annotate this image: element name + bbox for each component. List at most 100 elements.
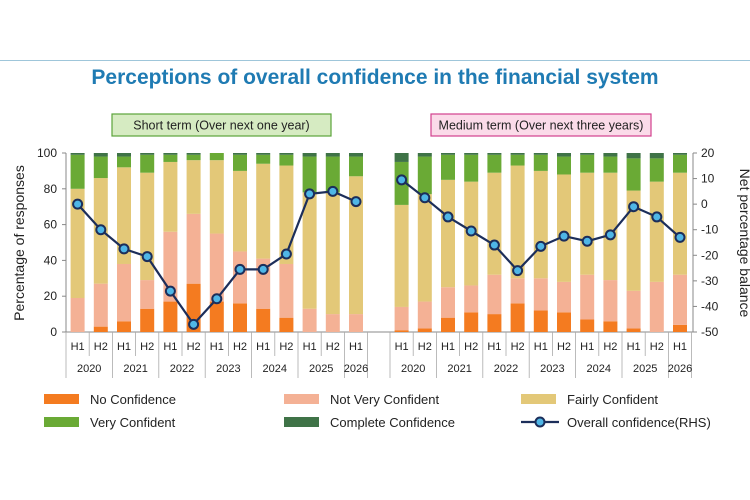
overall-confidence-point	[488, 239, 500, 251]
bar-complete-confidence	[140, 153, 155, 155]
overall-confidence-point	[234, 263, 246, 275]
bar-very-confident	[417, 156, 432, 195]
bar-fairly-confident	[233, 170, 247, 252]
half-label: H1	[163, 341, 177, 353]
bar-no-confidence	[256, 308, 271, 332]
bar-no-confidence	[510, 303, 525, 332]
year-label: 2022	[494, 363, 518, 375]
bar-not-very-confident	[302, 308, 317, 332]
bar-not-very-confident	[186, 213, 201, 284]
year-label: 2022	[170, 363, 194, 375]
bar-complete-confidence	[580, 153, 595, 155]
bar-complete-confidence	[417, 153, 432, 157]
half-label: H1	[487, 341, 501, 353]
bar-no-confidence	[580, 319, 595, 332]
bar-not-very-confident	[441, 287, 455, 318]
overall-confidence-point	[512, 265, 524, 277]
bar-complete-confidence	[464, 153, 479, 155]
bar-complete-confidence	[394, 153, 409, 162]
right-tick-label: 10	[701, 172, 715, 186]
overall-confidence-point	[304, 188, 316, 200]
bar-very-confident	[557, 156, 571, 175]
left-tick-label: 40	[44, 253, 58, 267]
year-label: 2024	[263, 363, 287, 375]
overall-confidence-point	[419, 192, 431, 204]
bar-fairly-confident	[302, 192, 317, 309]
bar-very-confident	[533, 154, 548, 171]
bar-no-confidence	[441, 317, 455, 332]
half-label: H1	[349, 341, 363, 353]
year-label: 2025	[309, 363, 333, 375]
bar-not-very-confident	[487, 274, 502, 315]
bar-not-very-confident	[117, 263, 131, 322]
bar-no-confidence	[117, 321, 131, 332]
bar-not-very-confident	[209, 233, 224, 302]
legend-swatch-not-very-confident	[284, 394, 319, 404]
bar-complete-confidence	[533, 153, 548, 155]
overall-confidence-point	[257, 263, 269, 275]
bar-no-confidence	[209, 301, 224, 332]
half-label: H2	[464, 341, 478, 353]
overall-confidence-point	[604, 229, 616, 241]
bar-no-confidence	[673, 324, 687, 332]
half-label: H2	[603, 341, 617, 353]
right-tick-label: -30	[701, 274, 719, 288]
bar-very-confident	[464, 154, 479, 182]
overall-confidence-point	[327, 185, 339, 197]
half-label: H1	[210, 341, 224, 353]
half-label: H1	[117, 341, 131, 353]
bar-no-confidence	[464, 312, 479, 332]
bar-fairly-confident	[117, 167, 131, 264]
bar-fairly-confident	[673, 172, 687, 275]
bar-no-confidence	[626, 328, 641, 332]
bar-very-confident	[603, 156, 618, 173]
bar-very-confident	[510, 154, 525, 166]
bar-complete-confidence	[256, 153, 271, 155]
half-label: H2	[187, 341, 201, 353]
bar-not-very-confident	[325, 314, 340, 332]
bar-fairly-confident	[649, 181, 664, 282]
right-tick-label: 20	[701, 146, 715, 160]
bar-not-very-confident	[464, 285, 479, 313]
bar-very-confident	[70, 154, 85, 189]
bar-complete-confidence	[233, 153, 247, 155]
legend-swatch-marker	[534, 416, 546, 428]
half-label: H2	[326, 341, 340, 353]
bar-fairly-confident	[70, 188, 85, 298]
half-label: H1	[256, 341, 270, 353]
bar-complete-confidence	[557, 153, 571, 157]
overall-confidence-point	[72, 198, 84, 210]
bar-not-very-confident	[279, 263, 294, 318]
bar-very-confident	[140, 154, 155, 173]
overall-confidence-point	[674, 231, 686, 243]
bar-no-confidence	[557, 312, 571, 332]
bar-complete-confidence	[487, 153, 502, 155]
half-label: H1	[673, 341, 687, 353]
bar-not-very-confident	[394, 306, 409, 331]
year-label: 2025	[633, 363, 657, 375]
bar-complete-confidence	[163, 153, 178, 155]
bar-fairly-confident	[533, 170, 548, 279]
bar-fairly-confident	[209, 160, 224, 234]
bar-complete-confidence	[186, 153, 201, 155]
left-tick-label: 60	[44, 218, 58, 232]
left-tick-label: 100	[37, 146, 57, 160]
bar-no-confidence	[93, 326, 108, 332]
bar-very-confident	[441, 154, 455, 180]
bar-fairly-confident	[557, 174, 571, 282]
year-label: 2020	[401, 363, 425, 375]
bar-fairly-confident	[487, 172, 502, 275]
overall-confidence-point	[558, 230, 570, 242]
legend-label: Fairly Confident	[567, 392, 658, 407]
bar-no-confidence	[394, 330, 409, 332]
overall-confidence-point	[465, 225, 477, 237]
half-label: H1	[395, 341, 409, 353]
medium-term-label-box	[430, 113, 652, 137]
medium-term-label: Medium term (Over next three years)	[439, 119, 644, 133]
overall-confidence-point	[628, 201, 640, 213]
half-label: H1	[580, 341, 594, 353]
legend-swatch-very-confident	[44, 417, 79, 427]
bar-complete-confidence	[603, 153, 618, 157]
bar-not-very-confident	[510, 278, 525, 304]
bar-fairly-confident	[186, 160, 201, 214]
